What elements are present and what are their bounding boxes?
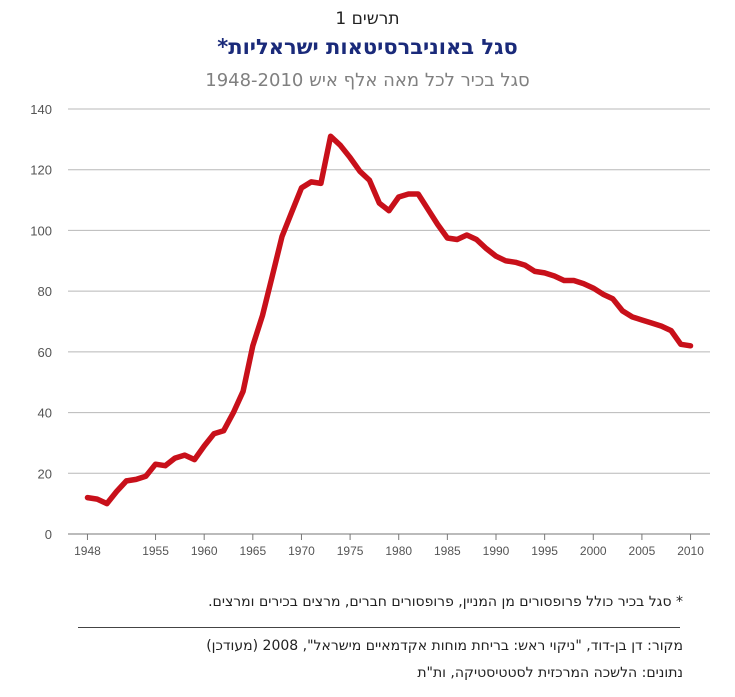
data-source-line: נתונים: הלשכה המרכזית לסטטיסטיקה, ות"ת <box>417 665 683 681</box>
data-point <box>270 273 275 279</box>
data-point <box>513 260 518 265</box>
data-point <box>581 281 586 286</box>
x-tick-label: 1948 <box>74 544 101 558</box>
data-point <box>318 181 324 186</box>
data-point <box>133 477 139 482</box>
data-point <box>435 222 440 227</box>
data-point <box>260 313 265 318</box>
data-point <box>182 452 187 458</box>
figure-number: תרשים 1 <box>335 9 400 29</box>
data-point <box>94 496 100 502</box>
x-tick-label: 1980 <box>385 544 412 558</box>
data-point <box>688 343 693 348</box>
data-point <box>347 155 353 160</box>
data-point <box>610 296 615 301</box>
x-tick-label: 1965 <box>239 544 266 558</box>
data-point <box>425 206 431 212</box>
data-point <box>163 463 168 468</box>
data-point <box>338 143 343 148</box>
data-point <box>85 495 90 500</box>
data-point <box>639 317 645 323</box>
x-tick-label: 1985 <box>434 544 461 558</box>
data-point <box>415 191 421 197</box>
data-point <box>124 478 129 484</box>
data-point <box>396 194 401 200</box>
data-point <box>221 428 226 433</box>
source-line: מקור: דן בן-דוד, "ניקוי ראש: בריחת מוחות… <box>206 638 683 654</box>
data-point <box>454 237 460 242</box>
data-point <box>620 308 625 314</box>
data-point <box>445 235 450 241</box>
data-point <box>406 191 411 197</box>
data-point <box>104 501 110 506</box>
data-point <box>231 410 236 415</box>
data-point <box>377 200 382 206</box>
x-tick-label: 1955 <box>142 544 169 558</box>
data-point <box>678 342 684 347</box>
chart-subtitle: סגל בכיר לכל מאה אלף איש 1948-2010 <box>205 70 530 91</box>
data-point <box>571 278 577 283</box>
y-axis-tick-labels: 0 20 40 60 80 100 120 140 <box>30 102 52 542</box>
y-tick-label: 120 <box>30 163 52 178</box>
data-point <box>114 489 119 494</box>
series-layer <box>84 133 694 507</box>
data-point <box>211 431 217 437</box>
separator-line <box>78 627 680 628</box>
data-point <box>542 270 547 276</box>
x-tick-label: 1995 <box>531 544 558 558</box>
y-tick-label: 100 <box>30 223 52 238</box>
y-tick-label: 20 <box>38 466 52 481</box>
data-point <box>143 474 149 479</box>
y-tick-label: 80 <box>38 284 52 299</box>
data-point <box>240 389 246 394</box>
data-point <box>659 323 664 329</box>
data-point <box>386 208 392 213</box>
data-point <box>367 178 372 183</box>
chart-title: *סגל באוניברסיטאות ישראליות <box>217 35 518 59</box>
data-point <box>464 232 470 238</box>
data-point <box>192 457 197 462</box>
data-point <box>357 169 363 174</box>
data-point <box>172 455 178 461</box>
x-axis-tick-labels: 1948 1955 1960 1965 1970 1975 1980 1985 1990 1995… <box>74 544 704 558</box>
y-tick-label: 60 <box>38 345 52 360</box>
data-point <box>250 343 256 348</box>
x-tick-label: 2000 <box>580 544 607 558</box>
data-point <box>153 461 158 467</box>
data-point <box>532 269 538 274</box>
y-tick-label: 140 <box>30 102 52 117</box>
y-tick-label: 0 <box>45 527 52 542</box>
data-point <box>493 254 499 259</box>
x-tick-label: 1975 <box>337 544 364 558</box>
data-point <box>308 179 314 185</box>
data-point <box>484 246 489 251</box>
x-axis <box>68 533 710 540</box>
series-line <box>84 133 694 507</box>
data-point <box>279 234 285 239</box>
data-point <box>552 273 557 279</box>
x-tick-label: 1970 <box>288 544 315 558</box>
data-point <box>201 443 207 449</box>
grid-lines <box>68 108 710 474</box>
data-point <box>629 314 635 320</box>
data-point <box>522 263 528 268</box>
footnote: * סגל בכיר כולל פרופסורים מן המניין, פרו… <box>208 594 683 610</box>
x-tick-label: 1960 <box>191 544 218 558</box>
data-point <box>668 328 674 333</box>
data-point <box>561 278 567 283</box>
x-tick-label: 2005 <box>629 544 656 558</box>
data-point <box>289 210 294 215</box>
x-tick-label: 1990 <box>483 544 510 558</box>
data-point <box>299 185 304 191</box>
data-point <box>649 320 654 326</box>
data-point <box>503 258 508 263</box>
data-point <box>600 291 606 297</box>
y-tick-label: 40 <box>38 406 52 421</box>
data-point <box>328 134 333 139</box>
x-tick-label: 2010 <box>677 544 704 558</box>
data-point <box>474 237 479 242</box>
data-point <box>591 285 596 291</box>
